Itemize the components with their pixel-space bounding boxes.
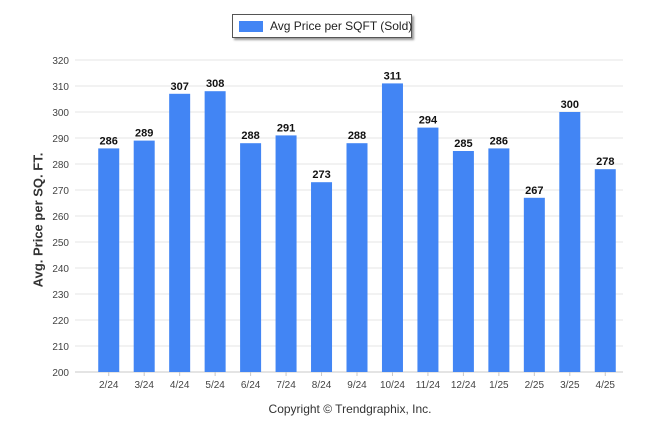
data-label: 300 bbox=[561, 99, 579, 111]
data-label: 308 bbox=[206, 78, 224, 90]
bar bbox=[275, 135, 297, 372]
y-tick-label: 210 bbox=[52, 342, 69, 353]
x-tick-label: 4/25 bbox=[596, 380, 616, 391]
bar bbox=[311, 182, 333, 372]
y-tick-label: 290 bbox=[52, 134, 69, 145]
copyright-text: Copyright © Trendgraphix, Inc. bbox=[268, 402, 432, 416]
bar bbox=[381, 83, 403, 373]
y-tick-label: 260 bbox=[52, 212, 69, 223]
y-tick-label: 240 bbox=[52, 264, 69, 275]
bar bbox=[346, 143, 368, 372]
data-label: 278 bbox=[596, 156, 614, 168]
data-label: 267 bbox=[525, 185, 543, 197]
bar bbox=[204, 91, 226, 372]
bar bbox=[452, 151, 474, 372]
y-tick-label: 200 bbox=[52, 368, 69, 379]
x-tick-label: 2/24 bbox=[99, 380, 119, 391]
x-tick-label: 8/24 bbox=[312, 380, 332, 391]
x-tick-label: 1/25 bbox=[489, 380, 509, 391]
x-tick-label: 12/24 bbox=[451, 380, 476, 391]
legend-swatch bbox=[239, 21, 263, 32]
x-tick-label: 9/24 bbox=[347, 380, 367, 391]
data-label: 273 bbox=[312, 169, 330, 181]
x-tick-label: 3/24 bbox=[134, 380, 154, 391]
bar bbox=[240, 143, 262, 372]
y-tick-label: 230 bbox=[52, 290, 69, 301]
x-tick-label: 6/24 bbox=[241, 380, 261, 391]
data-label: 291 bbox=[277, 122, 295, 134]
x-tick-label: 2/25 bbox=[525, 380, 545, 391]
data-label: 288 bbox=[348, 130, 366, 142]
legend-label: Avg Price per SQFT (Sold) bbox=[270, 19, 413, 33]
data-label: 289 bbox=[135, 128, 153, 140]
data-label: 286 bbox=[490, 135, 508, 147]
bar bbox=[417, 127, 439, 372]
bar bbox=[488, 148, 510, 372]
y-tick-label: 220 bbox=[52, 316, 69, 327]
x-tick-label: 7/24 bbox=[276, 380, 296, 391]
x-tick-label: 11/24 bbox=[416, 380, 441, 391]
x-tick-label: 5/24 bbox=[205, 380, 225, 391]
bar bbox=[559, 112, 581, 372]
y-axis-label: Avg. Price per SQ. FT. bbox=[30, 152, 46, 288]
data-label: 311 bbox=[384, 70, 402, 82]
y-tick-label: 280 bbox=[52, 160, 69, 171]
data-label: 286 bbox=[100, 135, 118, 147]
x-tick-label: 3/25 bbox=[560, 380, 580, 391]
x-tick-label: 10/24 bbox=[380, 380, 405, 391]
data-label: 307 bbox=[170, 81, 188, 93]
bar bbox=[523, 197, 545, 372]
y-tick-label: 250 bbox=[52, 238, 69, 249]
bar bbox=[133, 140, 155, 372]
data-label: 285 bbox=[454, 138, 472, 150]
x-tick-label: 4/24 bbox=[170, 380, 190, 391]
y-tick-label: 320 bbox=[52, 56, 69, 67]
bar bbox=[169, 93, 191, 373]
legend: Avg Price per SQFT (Sold) bbox=[232, 14, 412, 38]
data-label: 294 bbox=[419, 115, 438, 127]
y-tick-label: 300 bbox=[52, 108, 69, 119]
bar bbox=[98, 148, 120, 372]
y-tick-label: 310 bbox=[52, 82, 69, 93]
y-tick-label: 270 bbox=[52, 186, 69, 197]
bar bbox=[594, 169, 616, 372]
data-label: 288 bbox=[241, 130, 259, 142]
